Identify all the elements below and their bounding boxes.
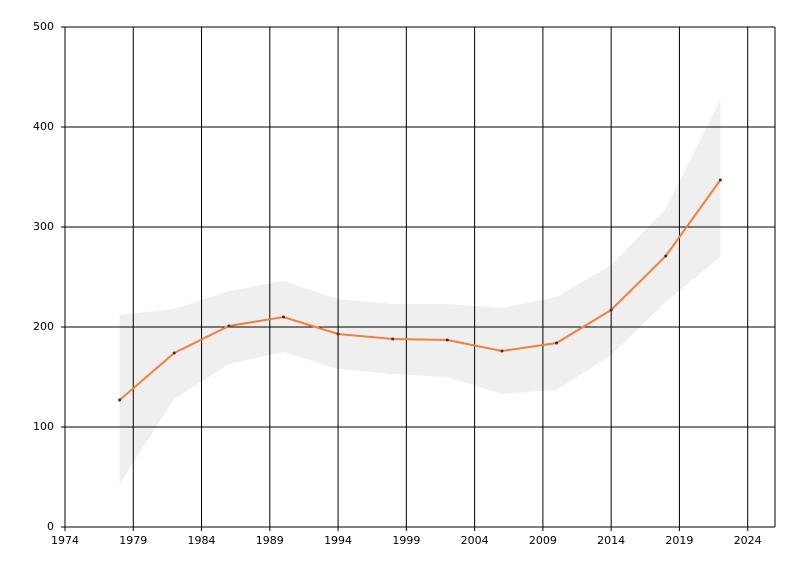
y-tick-label: 500	[33, 20, 54, 33]
line-layer	[118, 178, 722, 402]
y-tick-label: 200	[33, 320, 54, 333]
point	[118, 398, 122, 402]
point	[500, 349, 504, 353]
y-tick-label: 400	[33, 120, 54, 133]
y-tick-label: 0	[47, 520, 54, 533]
x-tick-label: 2019	[665, 534, 693, 547]
x-tick-label: 1974	[51, 534, 79, 547]
x-tick-label: 1979	[119, 534, 147, 547]
y-tick-label: 300	[33, 220, 54, 233]
x-tick-label: 1984	[188, 534, 216, 547]
line	[118, 179, 722, 401]
x-tick-label: 1999	[392, 534, 420, 547]
x-tick-label: 1994	[324, 534, 352, 547]
x-tick-label: 2024	[734, 534, 762, 547]
band-layer	[119, 100, 721, 484]
y-tick-label: 100	[33, 420, 54, 433]
point	[227, 324, 231, 328]
point	[445, 338, 449, 342]
point	[172, 351, 176, 355]
point	[281, 315, 285, 319]
point	[391, 337, 395, 341]
point	[555, 341, 559, 345]
point	[664, 254, 668, 258]
x-tick-label: 2004	[461, 534, 489, 547]
point	[609, 308, 613, 312]
point	[336, 332, 340, 336]
point	[718, 178, 722, 182]
x-tick-label: 2014	[597, 534, 625, 547]
confidence-band	[119, 100, 721, 484]
x-tick-label: 2009	[529, 534, 557, 547]
x-tick-label: 1989	[256, 534, 284, 547]
